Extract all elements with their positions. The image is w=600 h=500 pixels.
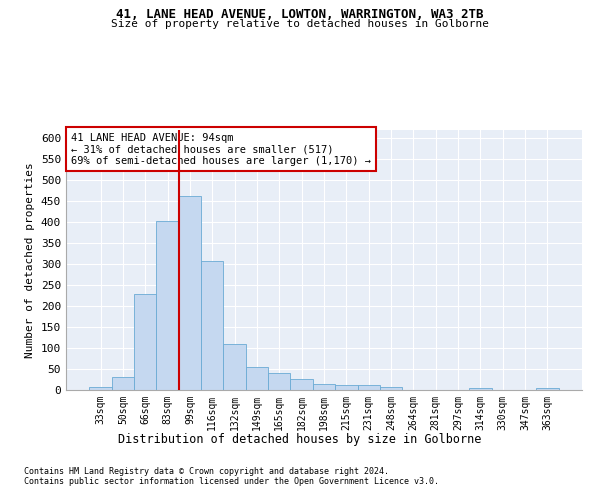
Bar [469,388,491,390]
Bar [157,221,179,390]
Text: Contains public sector information licensed under the Open Government Licence v3: Contains public sector information licen… [24,477,439,486]
Y-axis label: Number of detached properties: Number of detached properties [25,162,35,358]
Text: Contains HM Land Registry data © Crown copyright and database right 2024.: Contains HM Land Registry data © Crown c… [24,467,389,476]
Bar [89,387,112,390]
Text: 41 LANE HEAD AVENUE: 94sqm
← 31% of detached houses are smaller (517)
69% of sem: 41 LANE HEAD AVENUE: 94sqm ← 31% of deta… [71,132,371,166]
Bar [290,378,313,390]
Bar [313,384,335,390]
Text: Size of property relative to detached houses in Golborne: Size of property relative to detached ho… [111,19,489,29]
Bar [223,344,246,390]
Bar [335,384,358,390]
Bar [268,373,290,390]
Bar [536,388,559,390]
Bar [246,368,268,390]
Bar [134,294,157,390]
Bar [380,387,402,390]
Bar [358,386,380,390]
Text: Distribution of detached houses by size in Golborne: Distribution of detached houses by size … [118,432,482,446]
Text: 41, LANE HEAD AVENUE, LOWTON, WARRINGTON, WA3 2TB: 41, LANE HEAD AVENUE, LOWTON, WARRINGTON… [116,8,484,20]
Bar [201,262,223,390]
Bar [112,378,134,390]
Bar [179,196,201,390]
